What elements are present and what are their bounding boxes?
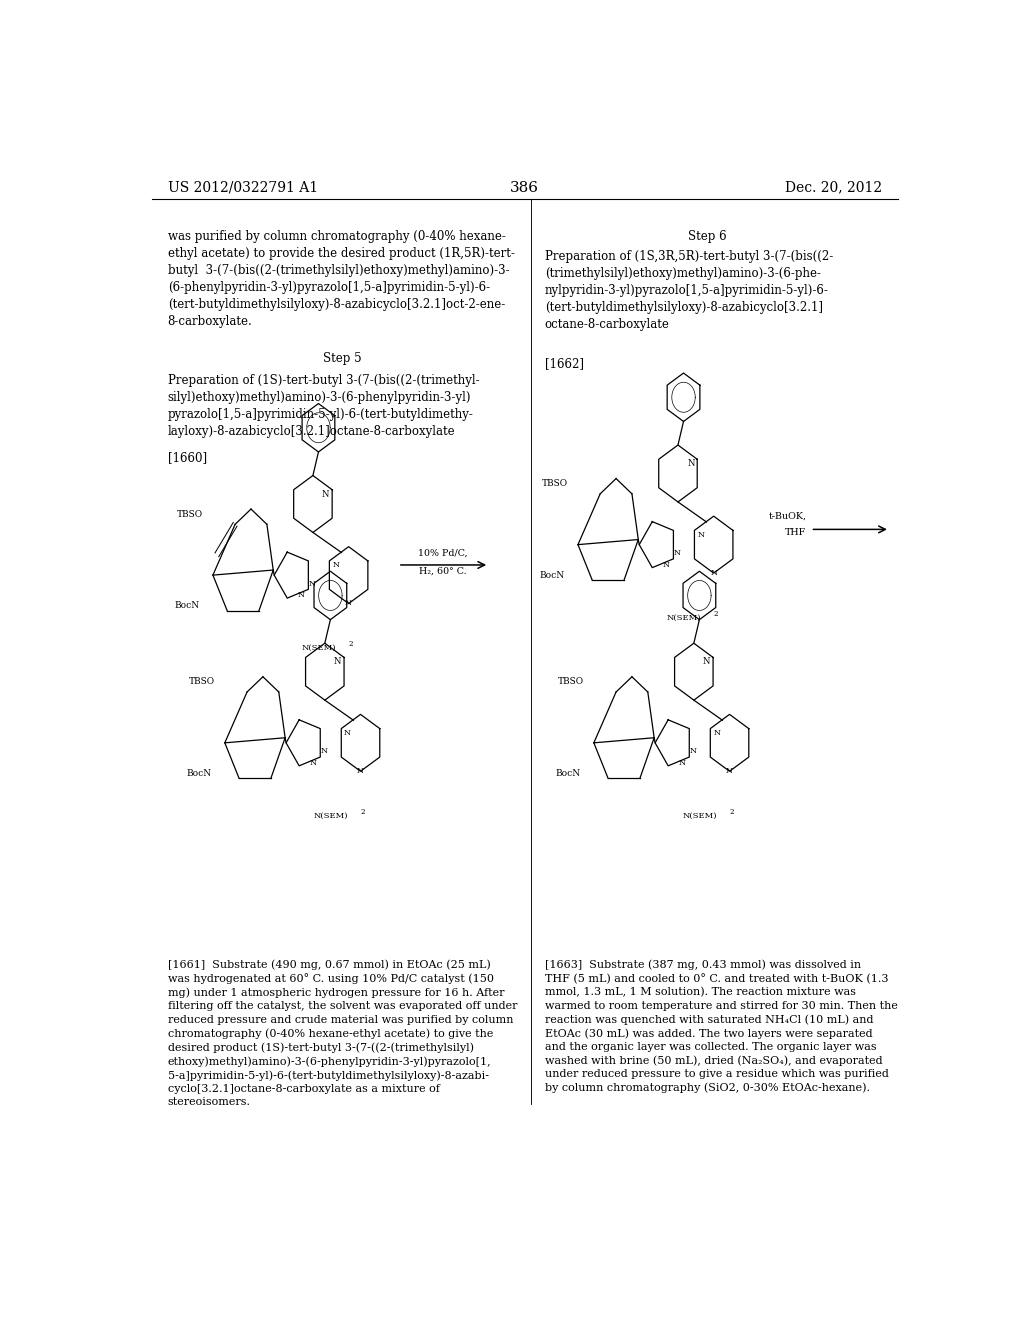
Text: N: N [309,759,316,767]
Text: t-BuOK,: t-BuOK, [769,512,807,520]
Text: [1663]  Substrate (387 mg, 0.43 mmol) was dissolved in
THF (5 mL) and cooled to : [1663] Substrate (387 mg, 0.43 mmol) was… [545,960,897,1093]
Text: TBSO: TBSO [177,510,204,519]
Text: Preparation of (1S,3R,5R)-tert-butyl 3-(7-(bis((2-
(trimethylsilyl)ethoxy)methyl: Preparation of (1S,3R,5R)-tert-butyl 3-(… [545,249,833,331]
Text: N: N [297,591,304,599]
Text: N: N [345,599,352,607]
Text: N: N [357,767,364,775]
Text: [1662]: [1662] [545,358,584,371]
Text: N: N [713,729,720,737]
Text: N: N [332,561,339,569]
Text: BocN: BocN [174,601,200,610]
Text: N(SEM): N(SEM) [313,812,347,820]
Text: was purified by column chromatography (0-40% hexane-
ethyl acetate) to provide t: was purified by column chromatography (0… [168,230,514,327]
Text: N: N [697,531,705,539]
Text: N: N [663,561,670,569]
Text: [1660]: [1660] [168,451,207,465]
Text: US 2012/0322791 A1: US 2012/0322791 A1 [168,181,317,195]
Text: N(SEM): N(SEM) [301,644,336,652]
Text: N(SEM): N(SEM) [667,614,700,622]
Text: [1661]  Substrate (490 mg, 0.67 mmol) in EtOAc (25 mL)
was hydrogenated at 60° C: [1661] Substrate (490 mg, 0.67 mmol) in … [168,960,517,1107]
Text: N: N [702,657,711,667]
Text: Preparation of (1S)-tert-butyl 3-(7-(bis((2-(trimethyl-
silyl)ethoxy)methyl)amin: Preparation of (1S)-tert-butyl 3-(7-(bis… [168,374,479,438]
Text: 2: 2 [714,610,718,618]
Text: N: N [687,459,694,469]
Text: BocN: BocN [186,768,211,777]
Text: N: N [334,657,341,667]
Text: N: N [308,579,315,587]
Text: N: N [674,549,681,557]
Text: 2: 2 [348,640,353,648]
Text: BocN: BocN [540,570,564,579]
Text: N: N [678,759,685,767]
Text: 2: 2 [360,808,365,816]
Text: 386: 386 [510,181,540,195]
Text: N: N [321,747,328,755]
Text: 2: 2 [729,808,734,816]
Text: N: N [322,490,330,499]
Text: TBSO: TBSO [543,479,568,488]
Text: TBSO: TBSO [558,677,585,686]
Text: H₂, 60° C.: H₂, 60° C. [419,566,467,576]
Text: N: N [711,569,717,577]
Text: N(SEM): N(SEM) [682,812,717,820]
Text: N: N [689,747,696,755]
Text: BocN: BocN [555,768,581,777]
Text: 10% Pd/C,: 10% Pd/C, [418,548,468,557]
Text: TBSO: TBSO [189,677,215,686]
Text: Step 6: Step 6 [688,230,727,243]
Text: N: N [344,729,351,737]
Text: N: N [726,767,733,775]
Text: THF: THF [785,528,807,537]
Text: Dec. 20, 2012: Dec. 20, 2012 [784,181,882,195]
Text: Step 5: Step 5 [323,351,361,364]
